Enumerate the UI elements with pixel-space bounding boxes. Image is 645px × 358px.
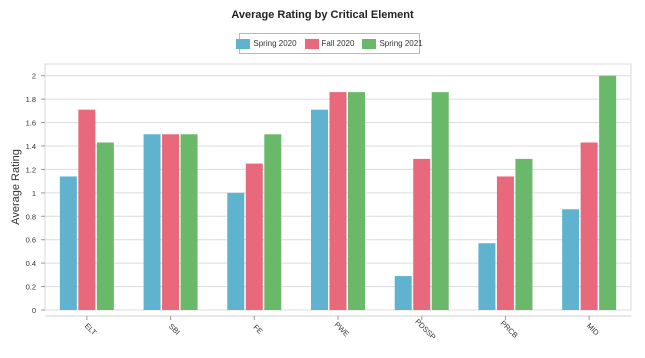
bar-elt-fall-2020 [78,109,96,310]
chart-title: Average Rating by Critical Element [231,9,414,21]
bar-elt-spring-2021 [96,142,114,310]
x-tick-label-prcb: PRCB [499,319,520,340]
legend-label-spring-2021: Spring 2021 [379,39,423,48]
y-tick-label-8: 1.6 [26,119,36,128]
chart-legend: Spring 2020 Fall 2020 Spring 2021 [236,33,423,54]
x-tick-label-mid: MID [585,321,601,337]
legend-label-fall-2020: Fall 2020 [321,39,355,48]
y-tick-label-4: 0.8 [26,212,36,221]
y-tick-label-3: 0.6 [26,236,36,245]
bar-fe-spring-2020 [227,192,245,310]
x-tick-label-pwe: PWE [333,320,351,338]
x-tick-label-pdssp: PDSSP [413,317,437,341]
legend-label-spring-2020: Spring 2020 [253,39,297,48]
bar-elt-spring-2020 [59,176,77,310]
x-tick-label-sbi: SBI [167,322,182,337]
legend-item-fall-2020[interactable]: Fall 2020 [304,38,355,49]
bar-mid-spring-2021 [599,75,617,310]
y-tick-label-7: 1.4 [26,142,36,151]
legend-swatch-fall-2020 [304,38,319,49]
bar-sbi-spring-2020 [143,134,161,310]
bar-pwe-spring-2020 [311,109,328,310]
y-tick-label-9: 1.8 [26,95,36,104]
bar-prcb-spring-2020 [478,243,496,310]
bar-sbi-spring-2021 [180,134,198,310]
bar-mid-fall-2020 [580,142,598,310]
bar-pwe-spring-2021 [348,92,365,310]
bar-sbi-fall-2020 [162,134,180,310]
bar-pwe-fall-2020 [329,92,347,310]
legend-swatch-spring-2020 [236,38,251,49]
bar-pdssp-fall-2020 [413,158,431,310]
legend-item-spring-2021[interactable]: Spring 2021 [362,38,423,49]
bar-fe-spring-2021 [264,134,282,310]
bar-pdssp-spring-2021 [431,92,449,310]
bar-prcb-spring-2021 [515,158,533,310]
y-tick-label-6: 1.2 [26,165,36,174]
bar-fe-fall-2020 [245,163,263,310]
legend-swatch-spring-2021 [362,38,377,49]
y-tick-label-2: 0.4 [26,259,36,268]
y-tick-label-1: 0.2 [26,283,36,292]
y-tick-label-10: 2 [32,72,36,81]
bar-prcb-fall-2020 [496,176,514,310]
x-tick-label-fe: FE [251,323,264,336]
y-tick-label-5: 1 [32,189,36,198]
bar-pdssp-spring-2020 [394,276,412,310]
y-axis-label: Average Rating [10,149,22,225]
bar-mid-spring-2020 [562,209,580,310]
y-tick-label-0: 0 [32,306,36,315]
x-tick-label-elt: ELT [83,321,99,337]
legend-item-spring-2020[interactable]: Spring 2020 [236,38,297,49]
